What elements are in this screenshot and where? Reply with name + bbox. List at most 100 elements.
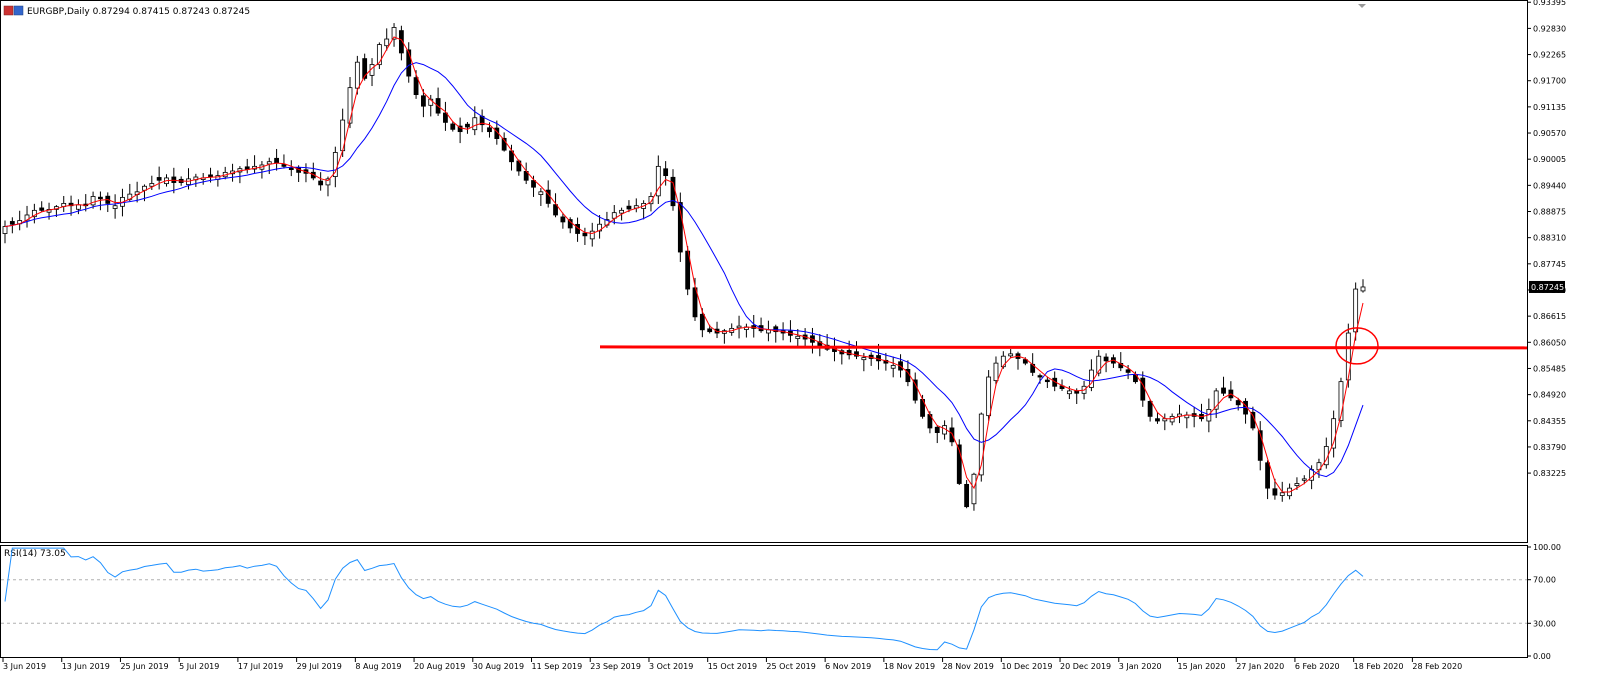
time-tick-label: 10 Dec 2019 (1001, 662, 1052, 671)
candle-body (398, 30, 404, 54)
resistance-line[interactable] (599, 345, 1528, 350)
price-tick-label: 0.90570 (1533, 129, 1566, 138)
time-tick-label: 30 Aug 2019 (473, 662, 524, 671)
price-tick-label: 0.83790 (1533, 443, 1566, 452)
time-tick-label: 28 Feb 2020 (1412, 662, 1462, 671)
candle-body (736, 325, 742, 329)
candle-body (1066, 390, 1072, 395)
candle-body (465, 123, 470, 128)
candle-body (582, 232, 588, 237)
time-tick-label: 13 Jun 2019 (62, 662, 110, 671)
candle-body (663, 168, 669, 177)
candle-body (406, 49, 412, 77)
time-tick-label: 20 Dec 2019 (1060, 662, 1111, 671)
candle-body (1221, 387, 1226, 394)
candle-body (281, 164, 287, 167)
candle-body (1353, 288, 1359, 333)
candle-body (90, 196, 96, 206)
candle-body (274, 157, 280, 164)
rsi-tick-label: 100.00 (1533, 543, 1561, 552)
candle-body (9, 221, 15, 225)
price-tick-label: 0.90005 (1533, 155, 1566, 164)
price-tick-label: 0.89440 (1533, 181, 1566, 190)
candle-body (531, 180, 536, 188)
candle-body (699, 313, 705, 331)
candle-body (553, 204, 558, 216)
price-tick-label: 0.88875 (1533, 208, 1566, 217)
price-panel[interactable] (0, 0, 1528, 543)
time-tick-label: 5 Jul 2019 (179, 662, 219, 671)
candle-body (362, 58, 368, 79)
breakout-circle[interactable] (1335, 327, 1379, 365)
price-tick-label: 0.86050 (1533, 338, 1566, 347)
price-tick-label: 0.88310 (1533, 234, 1566, 243)
candle-body (347, 87, 353, 124)
candle-body (443, 112, 448, 123)
candle-body (876, 355, 881, 362)
candle-body (795, 335, 801, 339)
candle-body (1125, 369, 1131, 373)
candle-body (567, 219, 573, 229)
candle-body (76, 204, 81, 210)
candle-body (626, 205, 632, 210)
candle-body (1301, 478, 1307, 481)
time-tick-label: 27 Jan 2020 (1236, 662, 1284, 671)
time-tick-label: 28 Nov 2019 (943, 662, 994, 671)
candle-body (597, 223, 602, 232)
candle-body (619, 209, 625, 214)
candle-body (2, 226, 8, 234)
candle-body (171, 176, 177, 183)
candle-body (648, 196, 654, 205)
time-tick-label: 25 Jun 2019 (120, 662, 168, 671)
candle-body (266, 161, 272, 165)
time-tick-label: 29 Jul 2019 (297, 662, 342, 671)
chart-shift-marker[interactable] (1358, 4, 1366, 8)
time-tick-label: 18 Feb 2020 (1354, 662, 1404, 671)
time-tick-label: 6 Nov 2019 (825, 662, 871, 671)
price-tick-label: 0.91135 (1533, 103, 1566, 112)
candle-body (325, 178, 331, 186)
rsi-label: RSI(14) 73.05 (4, 549, 66, 559)
candle-body (457, 125, 463, 133)
time-tick-label: 18 Nov 2019 (884, 662, 935, 671)
rsi-axis: 100.00 70.00 30.00 0.00 (1, 543, 1561, 661)
last-price-marker: 0.87245 (1529, 280, 1565, 293)
candle-body (1022, 359, 1028, 364)
candle-body (934, 426, 940, 433)
candle-body (318, 180, 324, 186)
candle-body (1103, 356, 1109, 362)
candle-body (912, 379, 918, 401)
candle-body (854, 351, 859, 357)
candle-body (1147, 400, 1153, 417)
candle-body (98, 196, 103, 200)
time-tick-label: 25 Oct 2019 (766, 662, 815, 671)
candle-body (677, 202, 683, 253)
candle-body (964, 483, 970, 508)
candle-body (773, 326, 779, 333)
moving-average-fast (4, 36, 1364, 493)
time-tick-label: 3 Oct 2019 (649, 662, 693, 671)
candles (2, 23, 1366, 511)
price-tick-label: 0.84920 (1533, 391, 1566, 400)
candle-body (1294, 483, 1300, 487)
candle-body (487, 127, 492, 133)
candle-body (384, 38, 390, 47)
chart-window-icon (3, 5, 14, 16)
last-price-label: 0.87245 (1531, 283, 1564, 292)
time-tick-label: 3 Jan 2020 (1119, 662, 1162, 671)
candle-body (31, 209, 37, 218)
price-tick-label: 0.93395 (1533, 0, 1566, 7)
price-axis: 0.93395 0.92830 0.92265 0.91700 0.91135 0.905… (1527, 0, 1566, 478)
candle-body (538, 191, 544, 196)
candle-body (655, 165, 661, 197)
candle-body (1265, 462, 1270, 489)
candle-body (501, 137, 507, 151)
price-tick-label: 0.86615 (1533, 312, 1566, 321)
price-tick-label: 0.83225 (1533, 469, 1566, 478)
rsi-panel[interactable] (0, 545, 1528, 658)
candle-body (1008, 353, 1014, 357)
price-tick-label: 0.84355 (1533, 417, 1566, 426)
candle-body (1235, 400, 1241, 406)
candle-body (589, 230, 595, 240)
